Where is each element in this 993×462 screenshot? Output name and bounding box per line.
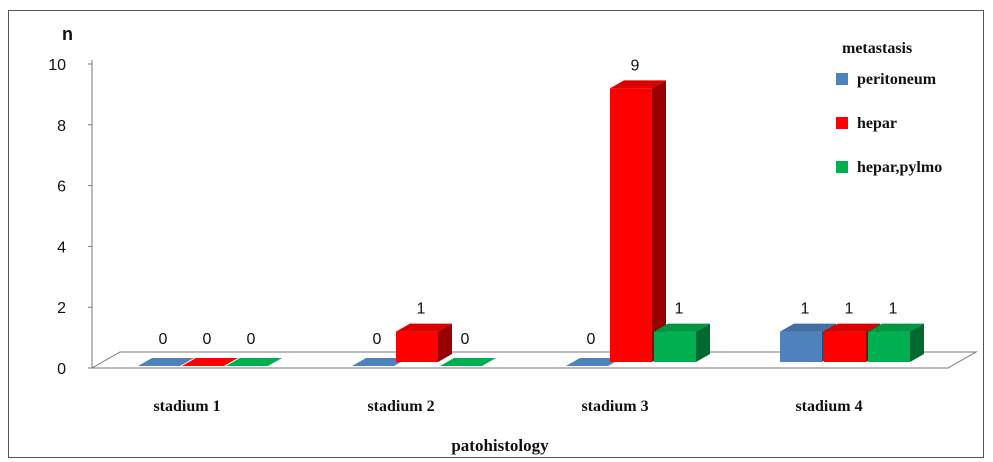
x-tick-label: stadium 2 [367,398,434,415]
y-axis-label: n [62,24,73,44]
data-label: 0 [159,331,168,348]
bar-front [654,331,696,362]
chart-frame [8,10,984,458]
bar: 1 [868,301,924,362]
bar-front [396,331,438,362]
bar-front [780,331,822,362]
bar-top [396,323,452,332]
bar: 0 [138,331,194,366]
data-label: 1 [845,301,854,318]
x-axis-label: patohistology [451,436,549,455]
x-tick-label: stadium 4 [795,398,862,415]
bar: 9 [610,57,666,363]
bar-flat [352,358,408,366]
bar-side [438,323,452,362]
data-label: 0 [587,331,596,348]
bar-side [696,323,710,362]
legend-swatch [836,73,848,85]
data-label: 1 [801,301,810,318]
y-tick-label: 2 [57,300,66,317]
data-label: 0 [247,331,256,348]
data-label: 0 [373,331,382,348]
bar-side [910,323,924,362]
bar: 0 [226,331,282,366]
data-label: 1 [417,301,426,318]
legend: peritoneum hepar hepar,pylmo [836,71,942,176]
y-tick-label: 4 [57,239,66,256]
y-tick-label: 6 [57,179,66,196]
bar: 1 [396,301,452,362]
bar: 0 [352,331,408,366]
bar-top [610,80,666,89]
bar-top [868,323,924,332]
bar-flat [226,358,282,366]
bar-front [610,88,652,363]
data-label: 9 [631,57,640,74]
bars-group: 0 0 0 1 0 1 9 1 0 0 1 1 [138,57,924,366]
bar-flat [440,358,496,366]
x-tick-label: stadium 1 [153,398,220,415]
legend-label: peritoneum [857,71,937,88]
bar-flat [182,358,238,366]
bar-top [780,323,836,332]
y-tick-label: 8 [57,118,66,135]
data-label: 1 [675,301,684,318]
legend-label: hepar [857,115,897,132]
bar-side [652,80,666,363]
bar-front [824,331,866,362]
legend-title: metastasis [842,40,912,57]
bar: 0 [182,331,238,366]
data-label: 1 [889,301,898,318]
bar: 0 [566,331,622,366]
bar-top [654,323,710,332]
y-tick-label: 0 [57,361,66,378]
data-label: 0 [461,331,470,348]
data-label: 0 [203,331,212,348]
bar: 0 [440,331,496,366]
legend-swatch [836,161,848,173]
y-tick-label: 10 [48,57,66,74]
bar-flat [566,358,622,366]
bar: 1 [654,301,710,362]
x-tick-label: stadium 3 [581,398,648,415]
bar-flat [138,358,194,366]
bar-top [824,323,880,332]
legend-swatch [836,117,848,129]
bar-front [868,331,910,362]
legend-label: hepar,pylmo [857,159,942,176]
